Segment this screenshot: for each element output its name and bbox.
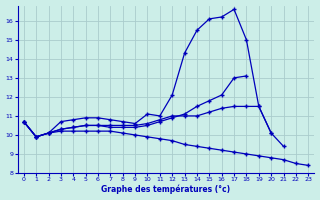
X-axis label: Graphe des températures (°c): Graphe des températures (°c): [101, 185, 231, 194]
